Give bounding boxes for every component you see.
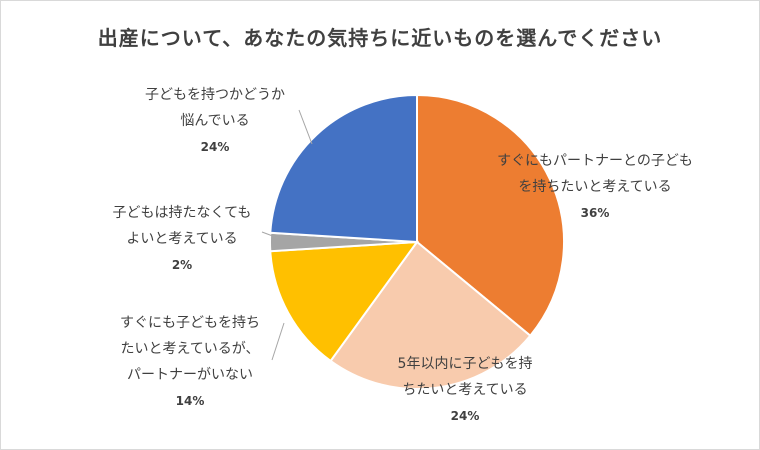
slice-label-line: たいと考えているが、: [120, 341, 260, 357]
slice-label-2: すぐにも子どもを持ち たいと考えているが、 パートナーがいない 14%: [100, 310, 280, 414]
slice-label-line: パートナーがいない: [127, 367, 253, 383]
slice-label-line: すぐにもパートナーとの子ども: [497, 153, 693, 169]
pie-slice-4: [269, 93, 418, 244]
slice-label-line: よいと考えている: [126, 231, 238, 247]
pie-slice-0: [416, 93, 565, 338]
pie-slice-1: [329, 240, 532, 390]
slice-label-3: 子どもは持たなくても よいと考えている 2%: [92, 200, 272, 278]
leader-line-3: [261, 231, 279, 239]
slice-label-line: すぐにも子どもを持ち: [120, 315, 260, 331]
leader-line-2: [271, 322, 285, 361]
slice-label-line: 子どもは持たなくても: [112, 205, 252, 221]
slice-label-line: 子どもを持つかどうか: [145, 87, 285, 103]
slice-label-line: 5年以内に子どもを持: [397, 356, 533, 372]
pie-slice-2: [269, 240, 420, 363]
slice-value-label: 36%: [580, 206, 610, 220]
slice-label-line: ちたいと考えている: [402, 382, 528, 398]
slice-value-label: 14%: [175, 394, 205, 408]
slice-label-4: 子どもを持つかどうか 悩んでいる 24%: [115, 82, 315, 160]
slice-label-1: 5年以内に子どもを持 ちたいと考えている 24%: [365, 351, 565, 429]
slice-label-line: 悩んでいる: [180, 113, 250, 129]
slice-value-label: 24%: [200, 140, 230, 154]
chart-title: 出産について、あなたの気持ちに近いものを選んでください: [97, 26, 663, 50]
slice-value-label: 24%: [450, 409, 480, 423]
slice-label-line: を持ちたいと考えている: [518, 179, 672, 195]
leader-line-4: [298, 109, 313, 145]
slice-label-0: すぐにもパートナーとの子ども を持ちたいと考えている 36%: [470, 148, 720, 226]
slice-value-label: 2%: [171, 258, 193, 272]
